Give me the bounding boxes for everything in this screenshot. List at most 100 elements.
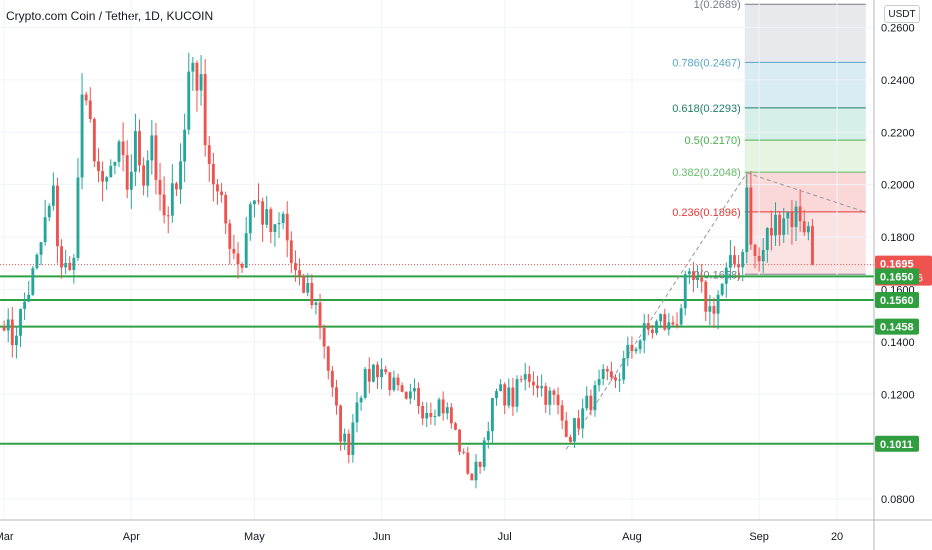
candle-body: [326, 346, 330, 371]
candle-body: [650, 329, 654, 333]
candle-body: [445, 407, 449, 414]
trendlines[interactable]: [565, 172, 866, 450]
candle-body: [195, 62, 199, 91]
candle-body: [396, 377, 400, 386]
candle-body: [630, 344, 634, 352]
candle-body: [696, 277, 699, 281]
candle-body: [80, 94, 84, 178]
candle-body: [769, 227, 773, 236]
candle-body: [433, 416, 437, 418]
candle-body: [794, 206, 798, 228]
candle-body: [712, 306, 716, 314]
candle-body: [277, 223, 281, 225]
candle-body: [425, 413, 429, 419]
candle-body: [170, 183, 174, 216]
candle-body: [478, 461, 482, 467]
candle-body: [31, 268, 35, 295]
candle-body: [236, 253, 240, 265]
candle-body: [577, 418, 580, 429]
x-tick-label: Jul: [498, 531, 512, 543]
y-tick-label: 0.2200: [881, 127, 915, 139]
candle-body: [376, 364, 379, 378]
fib-zone: [744, 172, 866, 212]
candle-body: [257, 200, 260, 202]
candle-body: [146, 160, 150, 186]
candle-body: [355, 402, 359, 423]
candle-body: [351, 422, 355, 455]
candle-body: [281, 213, 285, 224]
candle-body: [667, 322, 671, 330]
candle-body: [191, 62, 195, 72]
candle-body: [203, 74, 207, 146]
candle-body: [646, 323, 650, 330]
candle-body: [39, 242, 43, 255]
candle-body: [412, 388, 416, 392]
level-price-tag: [875, 318, 919, 335]
candle-body: [523, 374, 527, 380]
candle-body: [322, 327, 326, 347]
candle-body: [683, 274, 687, 309]
candle-body: [187, 71, 191, 130]
candle-body: [64, 262, 68, 268]
level-price-tag: [875, 291, 919, 308]
candle-body: [778, 214, 782, 235]
candle-body: [581, 408, 585, 429]
candle-body: [138, 131, 141, 166]
candle-body: [564, 420, 568, 437]
fib-label: 0.5(0.2170): [684, 135, 740, 147]
candle-body: [601, 369, 605, 380]
candle-body: [371, 364, 375, 382]
candle-body: [162, 194, 166, 216]
candle-body: [515, 379, 519, 407]
candle-body: [622, 358, 626, 380]
currency-button[interactable]: USDT: [884, 5, 920, 23]
fibonacci-retracement[interactable]: 1(0.2689) 0.786(0.2467) 0.618(0.2293) 0.5(0…: [672, 0, 866, 281]
candle-body: [220, 191, 224, 196]
candle-body: [458, 429, 462, 452]
level-price-label: 0.1560: [880, 295, 914, 307]
candle-body: [675, 324, 679, 326]
horizontal-levels[interactable]: [0, 275, 874, 445]
candle-body: [757, 255, 761, 262]
y-tick-label: 0.1800: [881, 232, 915, 244]
candle-body: [392, 377, 396, 391]
candle-body: [289, 240, 293, 264]
candle-body: [6, 319, 10, 331]
candle-body: [339, 405, 343, 442]
candle-body: [626, 344, 630, 359]
candle-body: [252, 200, 256, 205]
trendline: [565, 172, 748, 450]
candle-body: [47, 205, 51, 218]
candle-body: [782, 218, 786, 235]
candle-body: [142, 165, 146, 186]
candle-body: [298, 270, 301, 276]
x-tick-label: Jun: [373, 531, 391, 543]
candle-body: [482, 440, 486, 467]
candle-body: [388, 372, 392, 391]
candle-body: [507, 387, 511, 406]
candle-body: [765, 227, 769, 250]
candle-body: [359, 397, 363, 403]
candle-body: [634, 349, 638, 352]
candle-body: [733, 255, 736, 264]
candle-body: [540, 386, 544, 389]
candle-body: [593, 385, 597, 411]
candle-body: [589, 395, 593, 411]
candle-body: [655, 321, 658, 333]
candle-body: [27, 294, 31, 302]
candle-body: [486, 431, 490, 441]
candle-body: [753, 244, 757, 256]
candle-body: [470, 473, 474, 481]
candle-body: [449, 407, 453, 424]
candle-body: [429, 413, 433, 417]
chart-grid: [0, 0, 874, 520]
candle-body: [552, 390, 556, 395]
candle-body: [19, 308, 22, 336]
candle-body: [56, 185, 59, 247]
candle-body: [605, 369, 609, 372]
candle-body: [158, 179, 162, 195]
candle-body: [790, 211, 794, 228]
candle-body: [519, 379, 523, 381]
